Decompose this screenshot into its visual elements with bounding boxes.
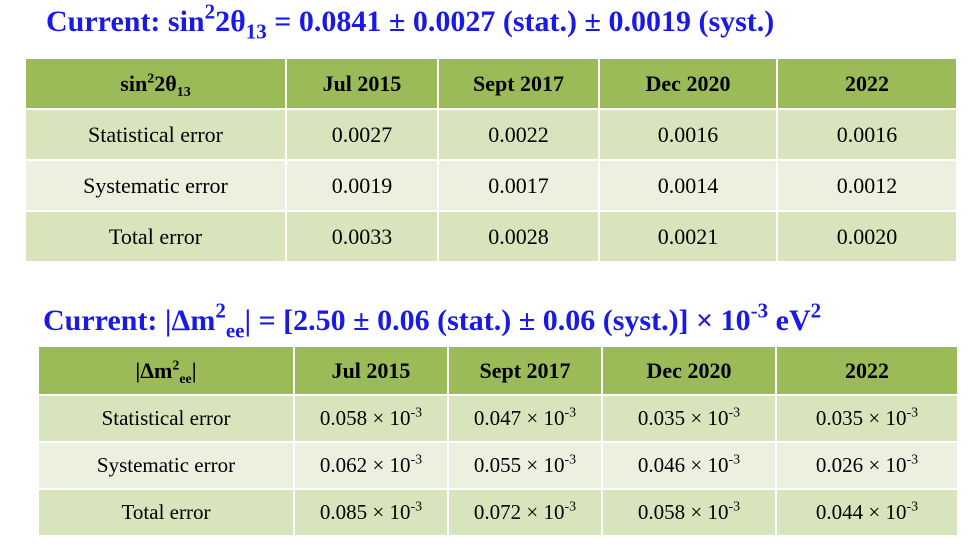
column-header: Jul 2015	[285, 57, 439, 110]
column-header: Sept 2017	[437, 57, 600, 110]
table-cell: 0.0017	[437, 159, 600, 212]
table-cell: 0.047 × 10-3	[447, 394, 603, 443]
table-header-row: |Δm2ee| Jul 2015 Sept 2017 Dec 2020 2022	[37, 345, 959, 396]
table-row: Total error 0.085 × 10-3 0.072 × 10-3 0.…	[37, 488, 959, 537]
table-cell: 0.058 × 10-3	[601, 488, 777, 537]
heading2-sup1: 2	[215, 298, 226, 323]
row-label: Total error	[37, 488, 295, 537]
table-cell: 0.062 × 10-3	[293, 441, 449, 490]
sin2theta13-error-table: sin22θ13 Jul 2015 Sept 2017 Dec 2020 202…	[24, 57, 958, 263]
table-cell: 0.0016	[776, 108, 958, 161]
column-header: 2022	[775, 345, 959, 396]
table-cell: 0.035 × 10-3	[601, 394, 777, 443]
table1-corner-header: sin22θ13	[24, 57, 287, 110]
heading-sin2theta13: Current: sin22θ13 = 0.0841 ± 0.0027 (sta…	[46, 1, 775, 44]
table-cell: 0.055 × 10-3	[447, 441, 603, 490]
column-header: Dec 2020	[601, 345, 777, 396]
table-row: Systematic error 0.062 × 10-3 0.055 × 10…	[37, 441, 959, 490]
delta-m2-ee-error-table: |Δm2ee| Jul 2015 Sept 2017 Dec 2020 2022…	[37, 345, 959, 537]
column-header: 2022	[776, 57, 958, 110]
column-header: Jul 2015	[293, 345, 449, 396]
heading2-prefix: Current: |Δm	[43, 304, 216, 337]
table2-corner-header: |Δm2ee|	[37, 345, 295, 396]
heading2-sub1: ee	[225, 318, 245, 343]
table-cell: 0.0027	[285, 108, 439, 161]
table-cell: 0.044 × 10-3	[775, 488, 959, 537]
table-cell: 0.0022	[437, 108, 600, 161]
row-label: Statistical error	[24, 108, 287, 161]
table-cell: 0.0019	[285, 159, 439, 212]
table-cell: 0.035 × 10-3	[775, 394, 959, 443]
column-header: Sept 2017	[447, 345, 603, 396]
row-label: Systematic error	[37, 441, 295, 490]
table-cell: 0.072 × 10-3	[447, 488, 603, 537]
table-cell: 0.026 × 10-3	[775, 441, 959, 490]
heading1-sup: 2	[204, 0, 216, 24]
table-cell: 0.046 × 10-3	[601, 441, 777, 490]
table-row: Statistical error 0.0027 0.0022 0.0016 0…	[24, 108, 958, 161]
column-header: Dec 2020	[598, 57, 778, 110]
heading1-mid: 2θ	[215, 5, 246, 38]
table-cell: 0.0016	[598, 108, 778, 161]
table-cell: 0.0014	[598, 159, 778, 212]
heading1-value: = 0.0841 ± 0.0027 (stat.) ± 0.0019 (syst…	[266, 5, 775, 38]
table-cell: 0.0012	[776, 159, 958, 212]
row-label: Statistical error	[37, 394, 295, 443]
heading2-sup2: -3	[750, 298, 769, 323]
table-cell: 0.058 × 10-3	[293, 394, 449, 443]
heading2-sup3: 2	[810, 298, 822, 323]
table-cell: 0.085 × 10-3	[293, 488, 449, 537]
heading2-unit: eV	[768, 304, 811, 337]
table-cell: 0.0021	[598, 210, 778, 263]
heading1-prefix: Current: sin	[46, 5, 205, 38]
table-cell: 0.0033	[285, 210, 439, 263]
table-cell: 0.0028	[437, 210, 600, 263]
row-label: Systematic error	[24, 159, 287, 212]
row-label: Total error	[24, 210, 287, 263]
table-row: Total error 0.0033 0.0028 0.0021 0.0020	[24, 210, 958, 263]
table-row: Statistical error 0.058 × 10-3 0.047 × 1…	[37, 394, 959, 443]
table-header-row: sin22θ13 Jul 2015 Sept 2017 Dec 2020 202…	[24, 57, 958, 110]
heading-delta-m2-ee: Current: |Δm2ee| = [2.50 ± 0.06 (stat.) …	[43, 300, 821, 343]
table-row: Systematic error 0.0019 0.0017 0.0014 0.…	[24, 159, 958, 212]
heading1-sub: 13	[245, 19, 267, 44]
heading2-mid: | = [2.50 ± 0.06 (stat.) ± 0.06 (syst.)]…	[244, 304, 751, 337]
table-cell: 0.0020	[776, 210, 958, 263]
